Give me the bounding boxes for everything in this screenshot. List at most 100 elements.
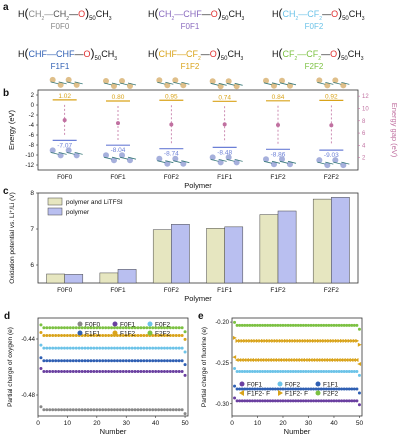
- bond: [317, 82, 326, 85]
- data-point: [51, 326, 55, 330]
- bond: [127, 156, 137, 160]
- x-tick-label-b: F1F2: [270, 174, 286, 181]
- data-point: [281, 323, 285, 327]
- data-point: [248, 323, 252, 327]
- data-point: [275, 358, 280, 363]
- data-point: [83, 408, 87, 412]
- legend-marker-e: [315, 381, 321, 387]
- bond: [210, 82, 219, 86]
- data-point: [168, 326, 172, 330]
- data-point: [136, 369, 140, 373]
- data-point: [357, 327, 361, 331]
- data-point: [276, 369, 280, 373]
- data-point: [151, 408, 155, 412]
- bond: [317, 161, 326, 165]
- legend-swatch-c: [47, 197, 63, 206]
- data-point: [283, 338, 288, 343]
- data-point: [260, 338, 265, 343]
- data-point: [317, 323, 321, 327]
- data-point: [39, 405, 43, 409]
- bond: [173, 160, 182, 164]
- data-point: [57, 334, 61, 337]
- bond: [157, 160, 166, 164]
- data-point: [174, 346, 178, 350]
- orbital-lobe: [316, 157, 323, 164]
- data-point: [247, 358, 252, 363]
- data-point: [345, 399, 349, 403]
- orbital-lobe: [111, 83, 117, 89]
- data-point: [268, 358, 272, 363]
- formula-f0f0: H(CH2—CH2—O)50CH3: [18, 6, 112, 22]
- data-point: [89, 359, 93, 363]
- homo-label: -7.07: [57, 142, 72, 149]
- data-point: [160, 334, 164, 337]
- data-point: [332, 338, 337, 343]
- data-point: [248, 369, 252, 373]
- data-point: [342, 323, 346, 327]
- data-point: [306, 369, 310, 373]
- x-tick-label-d: 10: [64, 420, 72, 427]
- data-point: [110, 408, 114, 412]
- data-point: [238, 399, 242, 403]
- data-point: [98, 326, 102, 330]
- data-point: [327, 387, 331, 391]
- orbital-lobe: [332, 157, 339, 164]
- data-point: [324, 323, 328, 327]
- data-point: [250, 323, 254, 327]
- y-tick-label-b: -4: [29, 123, 35, 129]
- formula-name-f0f0: F0F0: [50, 22, 70, 31]
- data-point: [332, 387, 336, 391]
- data-point: [180, 346, 184, 350]
- data-point: [294, 338, 298, 343]
- data-point: [278, 369, 282, 373]
- data-point: [104, 334, 108, 337]
- data-point: [345, 338, 349, 343]
- data-point: [296, 338, 301, 343]
- data-point: [112, 359, 116, 363]
- y-tick-label-e: -0.25: [215, 361, 229, 367]
- data-point: [118, 326, 122, 330]
- data-point: [124, 408, 128, 412]
- orbital-lobe: [57, 152, 64, 159]
- data-point: [168, 369, 172, 373]
- data-point: [165, 359, 169, 363]
- data-point: [293, 358, 298, 363]
- data-point: [326, 358, 331, 363]
- data-point: [39, 367, 43, 371]
- data-point: [266, 338, 270, 343]
- data-point: [42, 326, 46, 330]
- spacer: [40, 91, 356, 95]
- y-tick-label-e: -0.30: [215, 402, 229, 408]
- data-point: [168, 408, 172, 412]
- bar-polymer: [64, 274, 84, 284]
- formula-name-f0f2: F0F2: [304, 22, 324, 31]
- data-point: [71, 334, 75, 337]
- data-point: [253, 387, 257, 391]
- data-point: [121, 408, 125, 412]
- data-point: [250, 369, 254, 373]
- data-point: [276, 387, 280, 391]
- data-point: [62, 408, 66, 412]
- data-point: [340, 369, 344, 373]
- data-point: [51, 359, 55, 363]
- data-point: [304, 387, 308, 391]
- data-point: [92, 334, 96, 337]
- data-point: [115, 408, 119, 412]
- data-point: [261, 369, 265, 373]
- data-point: [235, 399, 239, 403]
- y-tick-label-c: 6: [30, 262, 34, 269]
- data-point: [234, 358, 239, 363]
- data-point: [289, 369, 293, 373]
- data-point: [177, 359, 181, 363]
- data-point: [335, 369, 339, 373]
- orbital-lobe: [164, 160, 171, 167]
- data-point: [142, 334, 146, 337]
- data-point: [309, 369, 313, 373]
- data-point: [263, 369, 267, 373]
- data-point: [252, 358, 257, 363]
- legend-marker-d: [147, 330, 153, 336]
- data-point: [303, 358, 308, 363]
- data-point: [145, 359, 149, 363]
- data-point: [350, 387, 354, 391]
- legend-label-e: F0F2: [285, 382, 301, 389]
